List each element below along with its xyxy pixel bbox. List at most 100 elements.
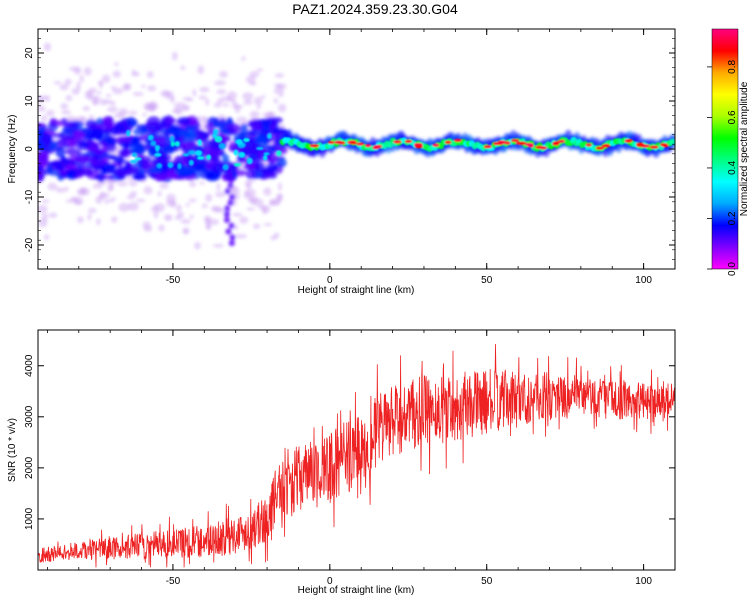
spectrogram-cell bbox=[196, 156, 205, 160]
spectrogram-cell bbox=[49, 117, 57, 128]
spectrogram-cell bbox=[99, 192, 110, 199]
snr-y-tick-label: 3000 bbox=[24, 405, 35, 428]
spectrogram-cell bbox=[444, 140, 452, 144]
spectrogram-cell bbox=[255, 146, 264, 151]
spectrogram-cell bbox=[126, 116, 137, 128]
spectrogram-cell bbox=[147, 85, 157, 92]
spectrogram-cell bbox=[364, 143, 372, 148]
spectrogram-cell bbox=[277, 103, 287, 113]
spectrogram-cell bbox=[157, 190, 162, 197]
colorbar: 0.0 0.2 0.4 0.6 0.8 Normalized spectral ampl… bbox=[707, 28, 750, 276]
snr-y-tick-label: 4000 bbox=[24, 354, 35, 377]
spectrogram-cell bbox=[252, 223, 261, 230]
spectrogram-cell bbox=[71, 88, 80, 95]
spectrogram-cell bbox=[146, 71, 154, 79]
spectrogram-cell bbox=[216, 182, 221, 192]
spectrogram-cell bbox=[47, 182, 58, 191]
snr-x-axis: -50 0 50 100 bbox=[47, 330, 676, 587]
spectrogram-cell bbox=[41, 212, 49, 222]
spectrogram-cell bbox=[171, 109, 182, 113]
spectrogram-cell bbox=[189, 181, 197, 188]
spectrogram-cell bbox=[226, 170, 233, 177]
spectrogram-cell bbox=[91, 154, 99, 162]
spectrogram-cell bbox=[511, 138, 520, 143]
spectrogram-cell bbox=[224, 205, 231, 212]
spectrogram-cell bbox=[595, 146, 605, 150]
spectrogram-cell bbox=[192, 89, 197, 97]
spectrogram-cell bbox=[46, 109, 55, 117]
spectrogram-cell bbox=[91, 160, 107, 167]
spectrogram-cell bbox=[276, 83, 287, 90]
spectrogram-cell bbox=[169, 135, 175, 143]
spectrogram-cell bbox=[112, 70, 121, 78]
spectrogram-cell bbox=[218, 70, 228, 78]
spectrogram-cell bbox=[127, 202, 139, 211]
spectrogram-cell bbox=[159, 183, 169, 189]
spectrogram-cell bbox=[273, 98, 279, 104]
spectrogram-cell bbox=[262, 155, 268, 161]
spectrogram-cell bbox=[150, 140, 157, 147]
spectrogram-cell bbox=[216, 89, 227, 95]
spectrogram-cell bbox=[226, 98, 236, 102]
spectrogram-cell bbox=[217, 128, 230, 135]
spectrogram-cell bbox=[88, 114, 95, 120]
spectrogram-cell bbox=[453, 138, 462, 143]
spectrogram-cell bbox=[189, 214, 194, 220]
spectrogram-cell bbox=[177, 172, 190, 178]
spectrogram-cell bbox=[212, 207, 224, 211]
spectrogram-cell bbox=[229, 194, 236, 200]
snr-y-tick-label: 2000 bbox=[24, 456, 35, 479]
spectrogram-cell bbox=[181, 105, 190, 112]
spectrogram-cell bbox=[277, 182, 282, 191]
spectrogram-cell bbox=[68, 66, 81, 71]
spectrogram-cell bbox=[213, 122, 228, 129]
colorbar-tick-label: 0.4 bbox=[727, 161, 738, 175]
spectrogram-cell bbox=[349, 141, 357, 145]
snr-x-tick-label: 50 bbox=[481, 576, 493, 587]
spectrogram-cell bbox=[212, 243, 224, 248]
snr-frame bbox=[37, 329, 676, 571]
spectrogram-cell bbox=[127, 110, 138, 116]
spectrogram-cell bbox=[158, 224, 165, 232]
spectrogram-cell bbox=[156, 162, 163, 169]
colorbar-tick-label: 0.6 bbox=[727, 110, 738, 124]
spectrogram-cell bbox=[170, 140, 175, 147]
spectrogram-cell bbox=[44, 234, 50, 241]
spectrogram-cell bbox=[199, 86, 210, 93]
spectrogram-cell bbox=[55, 146, 66, 158]
spectrogram-cell bbox=[649, 145, 659, 149]
snr-line bbox=[38, 343, 675, 568]
spectrogram-cell bbox=[96, 91, 102, 95]
spectrogram-cell bbox=[82, 106, 91, 112]
spectrogram-cell bbox=[256, 68, 264, 72]
spectrogram-cell bbox=[154, 152, 162, 157]
spectrogram-cell bbox=[74, 200, 83, 206]
spectrogram-cell bbox=[232, 212, 243, 217]
spectrogram-cell bbox=[254, 161, 266, 172]
spectrogram-cell bbox=[117, 180, 128, 187]
spectrogram-ridge bbox=[126, 128, 675, 171]
spectrogram-cell bbox=[79, 116, 86, 122]
snr-y-label: SNR (10 * v/v) bbox=[7, 418, 18, 482]
spectrogram-cell bbox=[404, 139, 413, 143]
spectrogram-cell bbox=[38, 140, 46, 152]
spectrogram-cell bbox=[108, 198, 114, 203]
spectrogram-cell bbox=[123, 142, 130, 149]
spectrogram-cell bbox=[99, 175, 115, 180]
spectrogram-cell bbox=[99, 98, 108, 106]
spectrogram-cell bbox=[84, 90, 91, 100]
spectrogram-cell bbox=[195, 149, 203, 157]
spectrogram-cell bbox=[61, 136, 72, 142]
spectrogram-cell bbox=[260, 94, 266, 99]
spectrogram-cell bbox=[261, 167, 275, 175]
spectrogram-cell bbox=[328, 140, 335, 145]
spectrogram-cell bbox=[245, 179, 256, 184]
spectrogram-cell bbox=[91, 127, 103, 140]
spectrogram-cell bbox=[227, 182, 234, 189]
spectrogram-cell bbox=[233, 163, 242, 167]
spectrogram-cell bbox=[251, 198, 264, 206]
spectrogram-cell bbox=[147, 134, 154, 141]
spectrogram-cell bbox=[59, 83, 69, 91]
spectrogram-cell bbox=[177, 211, 185, 219]
spectrogram-cell bbox=[242, 92, 254, 100]
